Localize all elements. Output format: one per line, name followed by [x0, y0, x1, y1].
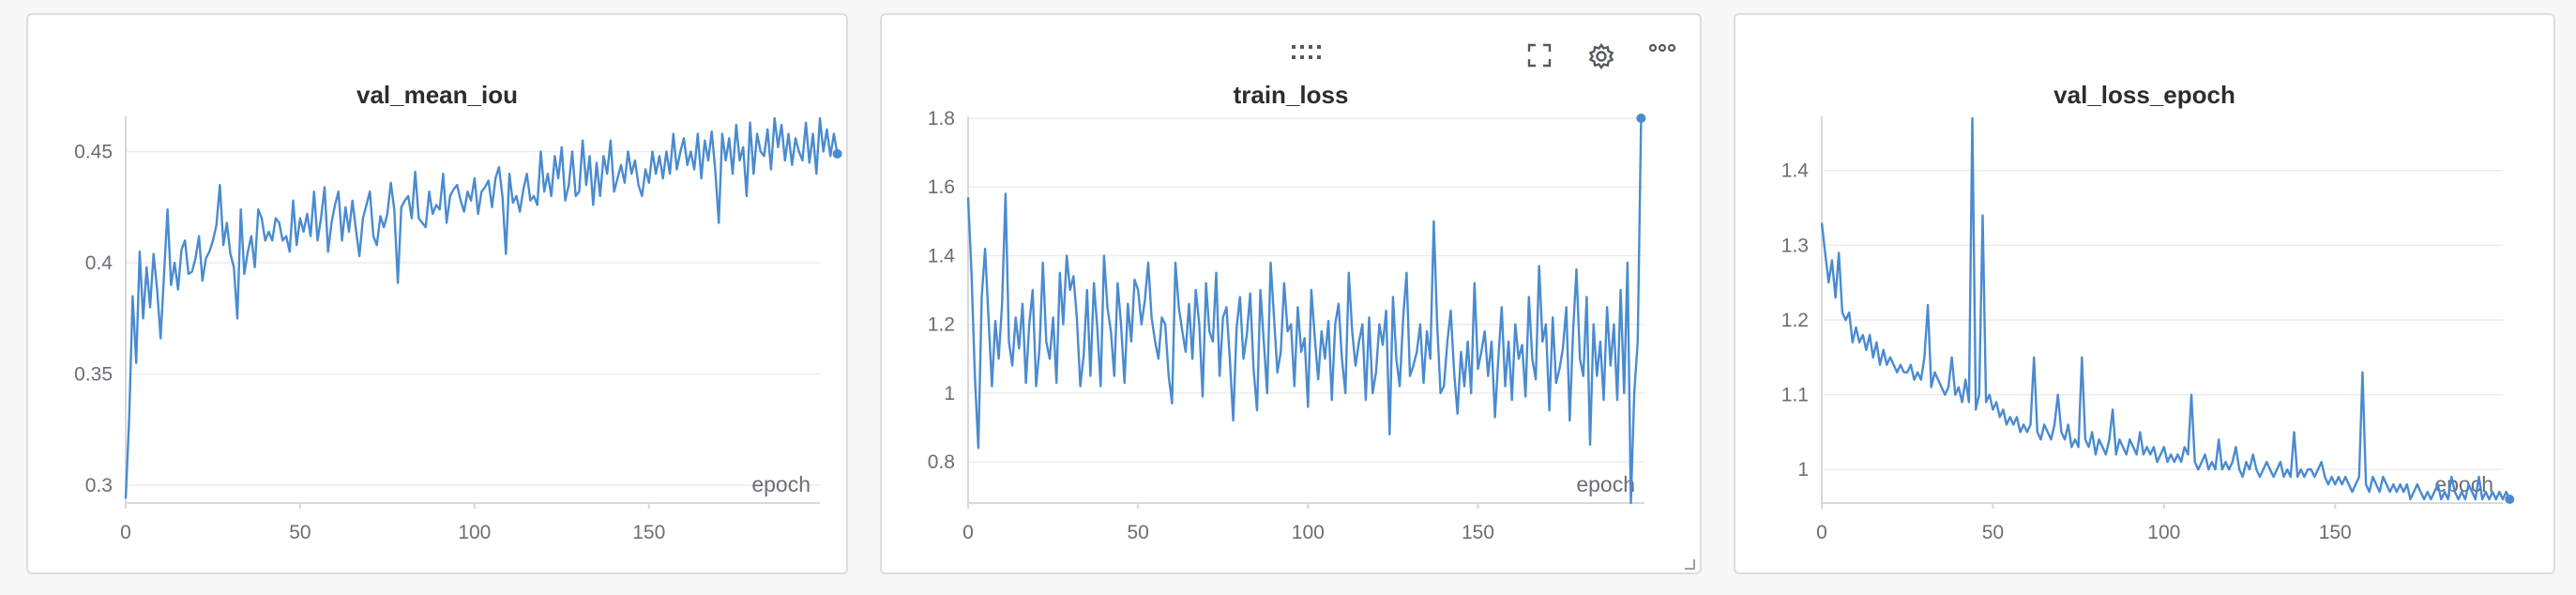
gear-icon[interactable]: [1588, 43, 1622, 77]
last-point-marker: [1636, 114, 1646, 123]
chart-title: val_mean_iou: [356, 81, 518, 109]
resize-handle-icon[interactable]: [1683, 557, 1696, 571]
fullscreen-icon[interactable]: [1527, 43, 1561, 77]
chart-title: train_loss: [1233, 81, 1349, 109]
more-icon[interactable]: [1649, 43, 1683, 77]
chart-svg[interactable]: 0.8 1 1.2 1.4 1.6 1.8 0 50 100 150 epoch: [882, 15, 1704, 576]
x-tick-label: 0: [1816, 522, 1827, 543]
y-tick-label: 0.45: [74, 142, 113, 163]
y-tick-label: 1.2: [928, 314, 955, 336]
y-tick-label: 0.35: [74, 364, 113, 386]
x-tick-label: 150: [2319, 522, 2352, 543]
series-line: [1820, 116, 2511, 501]
x-tick-label: 100: [458, 522, 491, 543]
series-line: [966, 117, 1643, 505]
chart-svg[interactable]: 0.3 0.35 0.4 0.45 0 50 100 150 epoch: [28, 15, 850, 576]
y-tick-label: 0.8: [928, 451, 955, 473]
y-tick-label: 1.1: [1781, 385, 1809, 406]
last-point-marker: [2505, 495, 2515, 505]
y-tick-label: 1.8: [928, 108, 955, 130]
x-tick-label: 100: [1292, 522, 1325, 543]
chart-panel-val-loss-epoch: val_loss_epoch 1 1.1 1.2 1.3 1.4 0 50 100 150 epo…: [1734, 13, 2555, 574]
y-tick-label: 1.2: [1781, 310, 1809, 331]
last-point-marker: [832, 148, 842, 159]
x-tick-label: 0: [120, 522, 131, 543]
y-tick-label: 1.6: [928, 176, 955, 198]
series-line: [124, 116, 839, 499]
x-tick-label: 50: [289, 522, 311, 543]
chart-panel-train-loss: train_loss 0.8 1 1.2 1.4 1.6 1.8 0 50 100 150 epoc…: [880, 13, 1702, 574]
x-tick-label: 150: [632, 522, 665, 543]
x-tick-label: 150: [1462, 522, 1494, 543]
y-tick-label: 0.3: [85, 475, 113, 496]
chart-title: val_loss_epoch: [2053, 81, 2235, 109]
x-axis-label: epoch: [1576, 472, 1635, 496]
y-tick-label: 1.4: [928, 245, 956, 267]
y-tick-label: 1: [944, 383, 955, 404]
x-tick-label: 0: [962, 522, 974, 543]
drag-handle-icon[interactable]: [1291, 43, 1325, 77]
x-axis-label: epoch: [751, 472, 811, 496]
y-tick-label: 1.3: [1781, 235, 1809, 256]
x-tick-label: 100: [2147, 522, 2180, 543]
chart-panel-val-mean-iou: val_mean_iou 0.3 0.35 0.4 0.45 0 50 100 150 epoc…: [26, 13, 848, 574]
y-tick-label: 1.4: [1781, 160, 1810, 182]
y-tick-label: 0.4: [85, 252, 114, 274]
y-tick-label: 1: [1797, 459, 1809, 481]
x-tick-label: 50: [1982, 522, 2004, 543]
x-tick-label: 50: [1127, 522, 1148, 543]
